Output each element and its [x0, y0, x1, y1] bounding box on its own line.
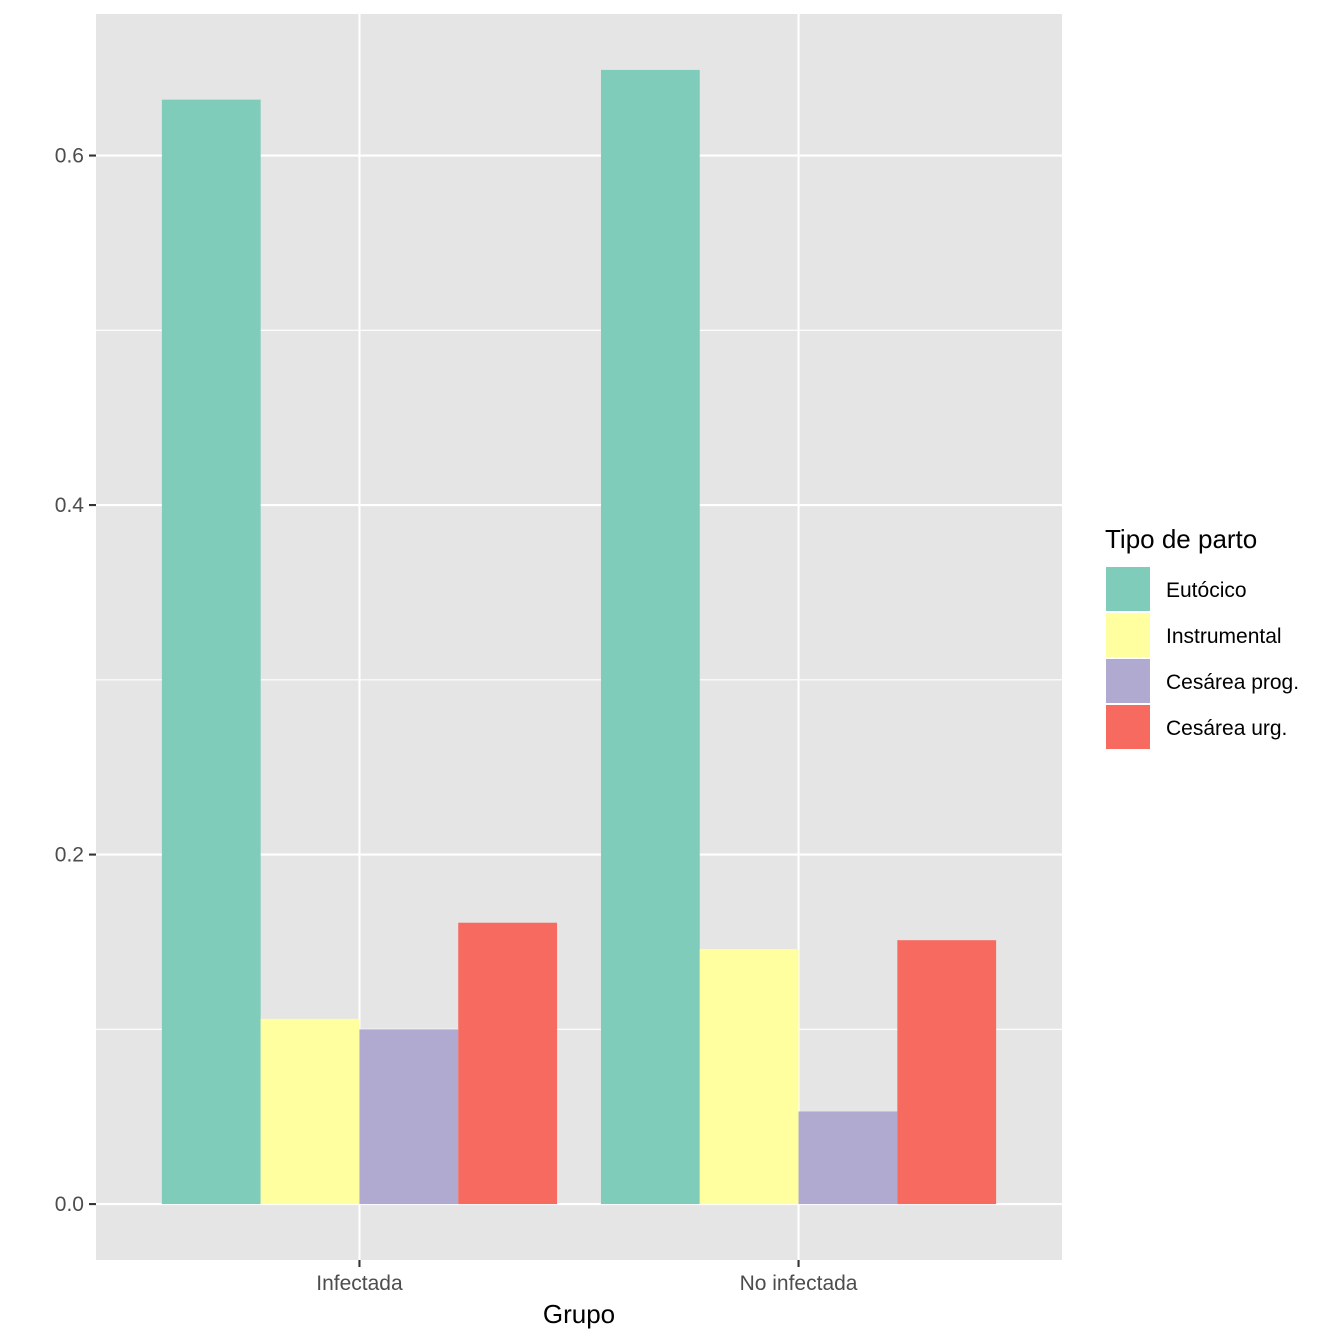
y-tick-label: 0.0	[55, 1193, 84, 1216]
y-tick-label: 0.2	[55, 844, 84, 867]
bar	[161, 99, 261, 1205]
legend-key	[1106, 567, 1150, 611]
bar	[798, 1111, 898, 1205]
legend: Tipo de parto Eutócico Instrumental Cesáre…	[1105, 524, 1299, 749]
legend-label: Cesárea urg.	[1166, 717, 1287, 740]
bar	[897, 940, 997, 1205]
bar	[260, 1018, 360, 1205]
x-tick-label: No infectada	[740, 1272, 858, 1295]
legend-key	[1106, 659, 1150, 703]
bar	[600, 69, 700, 1205]
legend-title: Tipo de parto	[1105, 524, 1257, 554]
bar	[458, 922, 558, 1205]
bar	[359, 1029, 459, 1205]
bars	[161, 69, 997, 1205]
bar	[699, 948, 799, 1205]
legend-label: Instrumental	[1166, 625, 1282, 648]
axes: 0.0 0.2 0.4 0.6 Infectada No infectada	[55, 145, 858, 1295]
x-tick-label: Infectada	[316, 1272, 403, 1295]
legend-label: Eutócico	[1166, 579, 1247, 602]
x-axis-title: Grupo	[543, 1299, 615, 1329]
legend-key	[1106, 705, 1150, 749]
y-tick-label: 0.6	[55, 145, 84, 168]
legend-label: Cesárea prog.	[1166, 671, 1299, 694]
legend-key	[1106, 613, 1150, 657]
y-tick-label: 0.4	[55, 494, 85, 517]
